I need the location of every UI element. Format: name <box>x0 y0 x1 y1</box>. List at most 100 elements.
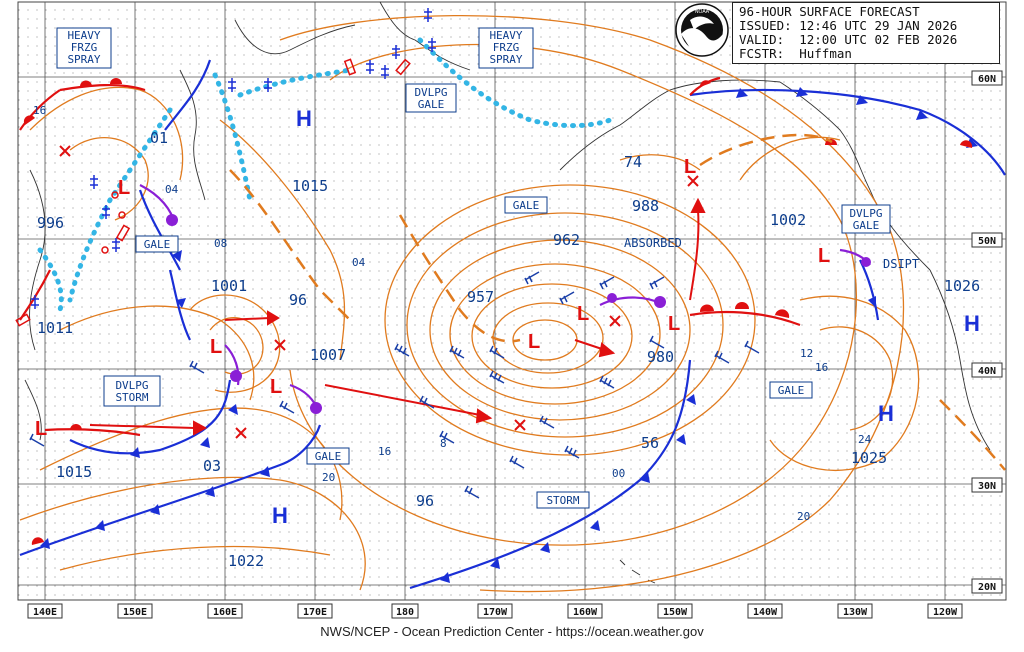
low-position-markers <box>59 145 699 439</box>
warning-line: GALE <box>418 98 445 111</box>
warning-line: FRZG <box>71 41 98 54</box>
high-pressure-center: H <box>964 311 980 336</box>
forecaster-label: FCSTR: <box>739 46 785 61</box>
low-pressure-center: L <box>35 418 47 440</box>
lat-label: 30N <box>978 481 996 492</box>
issued-time: 12:46 UTC 29 JAN 2026 <box>799 18 958 33</box>
pressure-label: 04 <box>165 183 179 196</box>
lon-label: 180 <box>396 607 414 618</box>
lon-label: 160W <box>573 607 598 618</box>
lon-label: 140W <box>753 607 778 618</box>
low-pressure-center: L <box>118 177 130 199</box>
pressure-label: 1015 <box>292 177 328 195</box>
pressure-label: 24 <box>858 433 872 446</box>
issued-row: ISSUED: 12:46 UTC 29 JAN 2026 <box>739 19 993 33</box>
warning-line: DVLPG <box>849 207 882 220</box>
warning-heavy-frzg-spray-west: HEAVY FRZG SPRAY <box>56 27 112 69</box>
pressure-label: 01 <box>150 129 168 147</box>
warning-line: GALE <box>853 219 880 232</box>
lon-label: 120W <box>933 607 958 618</box>
issued-label: ISSUED: <box>739 18 792 33</box>
pressure-label: 1015 <box>56 463 92 481</box>
low-pressure-center: L <box>577 303 589 325</box>
lon-label: 150W <box>663 607 688 618</box>
forecast-title: 96-HOUR SURFACE FORECAST <box>739 4 920 19</box>
latitude-labels: 60N 50N 40N 30N 20N <box>971 70 1003 594</box>
warning-line: GALE <box>513 199 540 212</box>
warning-line: DVLPG <box>414 86 447 99</box>
lon-label: 170W <box>483 607 508 618</box>
noaa-logo: NOAA <box>675 3 729 57</box>
warning-line: FRZG <box>493 41 520 54</box>
warning-line: STORM <box>115 391 148 404</box>
ice-accretion-symbols <box>15 58 411 327</box>
lat-label: 20N <box>978 582 996 593</box>
warning-heavy-frzg-spray-east: HEAVY FRZG SPRAY <box>478 27 534 69</box>
pressure-label: 1002 <box>770 211 806 229</box>
pressure-label: 1022 <box>228 552 264 570</box>
warning-line: SPRAY <box>67 53 100 66</box>
high-pressure-center: H <box>878 401 894 426</box>
warning-gale-kamchatka: GALE <box>135 235 179 253</box>
occluded-symbols <box>166 214 871 414</box>
lat-label: 40N <box>978 366 996 377</box>
pressure-label: 74 <box>624 153 642 171</box>
pressure-label: 16 <box>815 361 828 374</box>
lat-label: 50N <box>978 236 996 247</box>
warning-gale-west-pacific: GALE <box>306 447 350 465</box>
pressure-label: 16 <box>33 104 46 117</box>
warning-dvlpg-gale-east: DVLPG GALE <box>841 204 891 234</box>
cold-front-pips <box>40 87 978 583</box>
pressure-label: 96 <box>289 291 307 309</box>
pressure-label: 16 <box>378 445 391 458</box>
warning-line: GALE <box>144 238 171 251</box>
forecaster-row: FCSTR: Huffman <box>739 47 993 61</box>
warning-line: HEAVY <box>67 29 100 42</box>
lat-label: 60N <box>978 74 996 85</box>
low-pressure-center: L <box>684 156 696 178</box>
pressure-label: 980 <box>647 348 674 366</box>
warning-boxes: HEAVY FRZG SPRAY HEAVY FRZG SPRAY DVLPG … <box>56 27 891 509</box>
warning-line: GALE <box>315 450 342 463</box>
pressure-label: 1025 <box>851 449 887 467</box>
warning-line: SPRAY <box>489 53 522 66</box>
pressure-label: 1001 <box>211 277 247 295</box>
cold-fronts <box>19 59 1006 590</box>
low-pressure-center: L <box>528 331 540 353</box>
ice-edge <box>37 37 618 313</box>
warning-dvlpg-gale-north: DVLPG GALE <box>405 83 457 113</box>
low-pressure-center: L <box>210 336 222 358</box>
high-pressure-center: H <box>272 503 288 528</box>
pressure-label: 56 <box>641 434 659 452</box>
annotations: ABSORBED DSIPT <box>624 236 919 271</box>
lon-label: 160E <box>213 607 237 618</box>
pressure-label: 8 <box>440 437 447 450</box>
longitude-labels: 140E 150E 160E 170E 180 170W 160W 150W 1… <box>27 603 963 619</box>
pressure-label: 04 <box>352 256 366 269</box>
pressure-label: 00 <box>612 467 625 480</box>
dissipating-label: DSIPT <box>883 257 919 271</box>
pressure-label-group: 01 04 08 996 1011 1015 1001 96 1007 04 0… <box>33 104 980 570</box>
movement-arrows <box>89 197 706 436</box>
low-centers: L L L L L L L L L <box>35 156 830 440</box>
forecast-header: 96-HOUR SURFACE FORECAST ISSUED: 12:46 U… <box>732 2 1000 64</box>
pressure-label: 962 <box>553 231 580 249</box>
warning-storm-central: STORM <box>536 491 590 509</box>
lon-label: 170E <box>303 607 327 618</box>
pressure-label: 1011 <box>37 319 73 337</box>
lon-label: 130W <box>843 607 868 618</box>
high-pressure-center: H <box>296 106 312 131</box>
forecaster-name: Huffman <box>799 46 852 61</box>
warm-front-bumps <box>23 78 973 545</box>
lon-label: 140E <box>33 607 57 618</box>
warning-line: STORM <box>546 494 579 507</box>
absorbed-label: ABSORBED <box>624 236 682 250</box>
warning-gale-aleutian: GALE <box>504 196 548 214</box>
pressure-label: 1026 <box>944 277 980 295</box>
warning-line: DVLPG <box>115 379 148 392</box>
wind-barbs <box>29 271 760 499</box>
low-pressure-center: L <box>668 313 680 335</box>
footer-credit: NWS/NCEP - Ocean Prediction Center - htt… <box>320 624 704 639</box>
warning-line: GALE <box>778 384 805 397</box>
valid-label: VALID: <box>739 32 785 47</box>
